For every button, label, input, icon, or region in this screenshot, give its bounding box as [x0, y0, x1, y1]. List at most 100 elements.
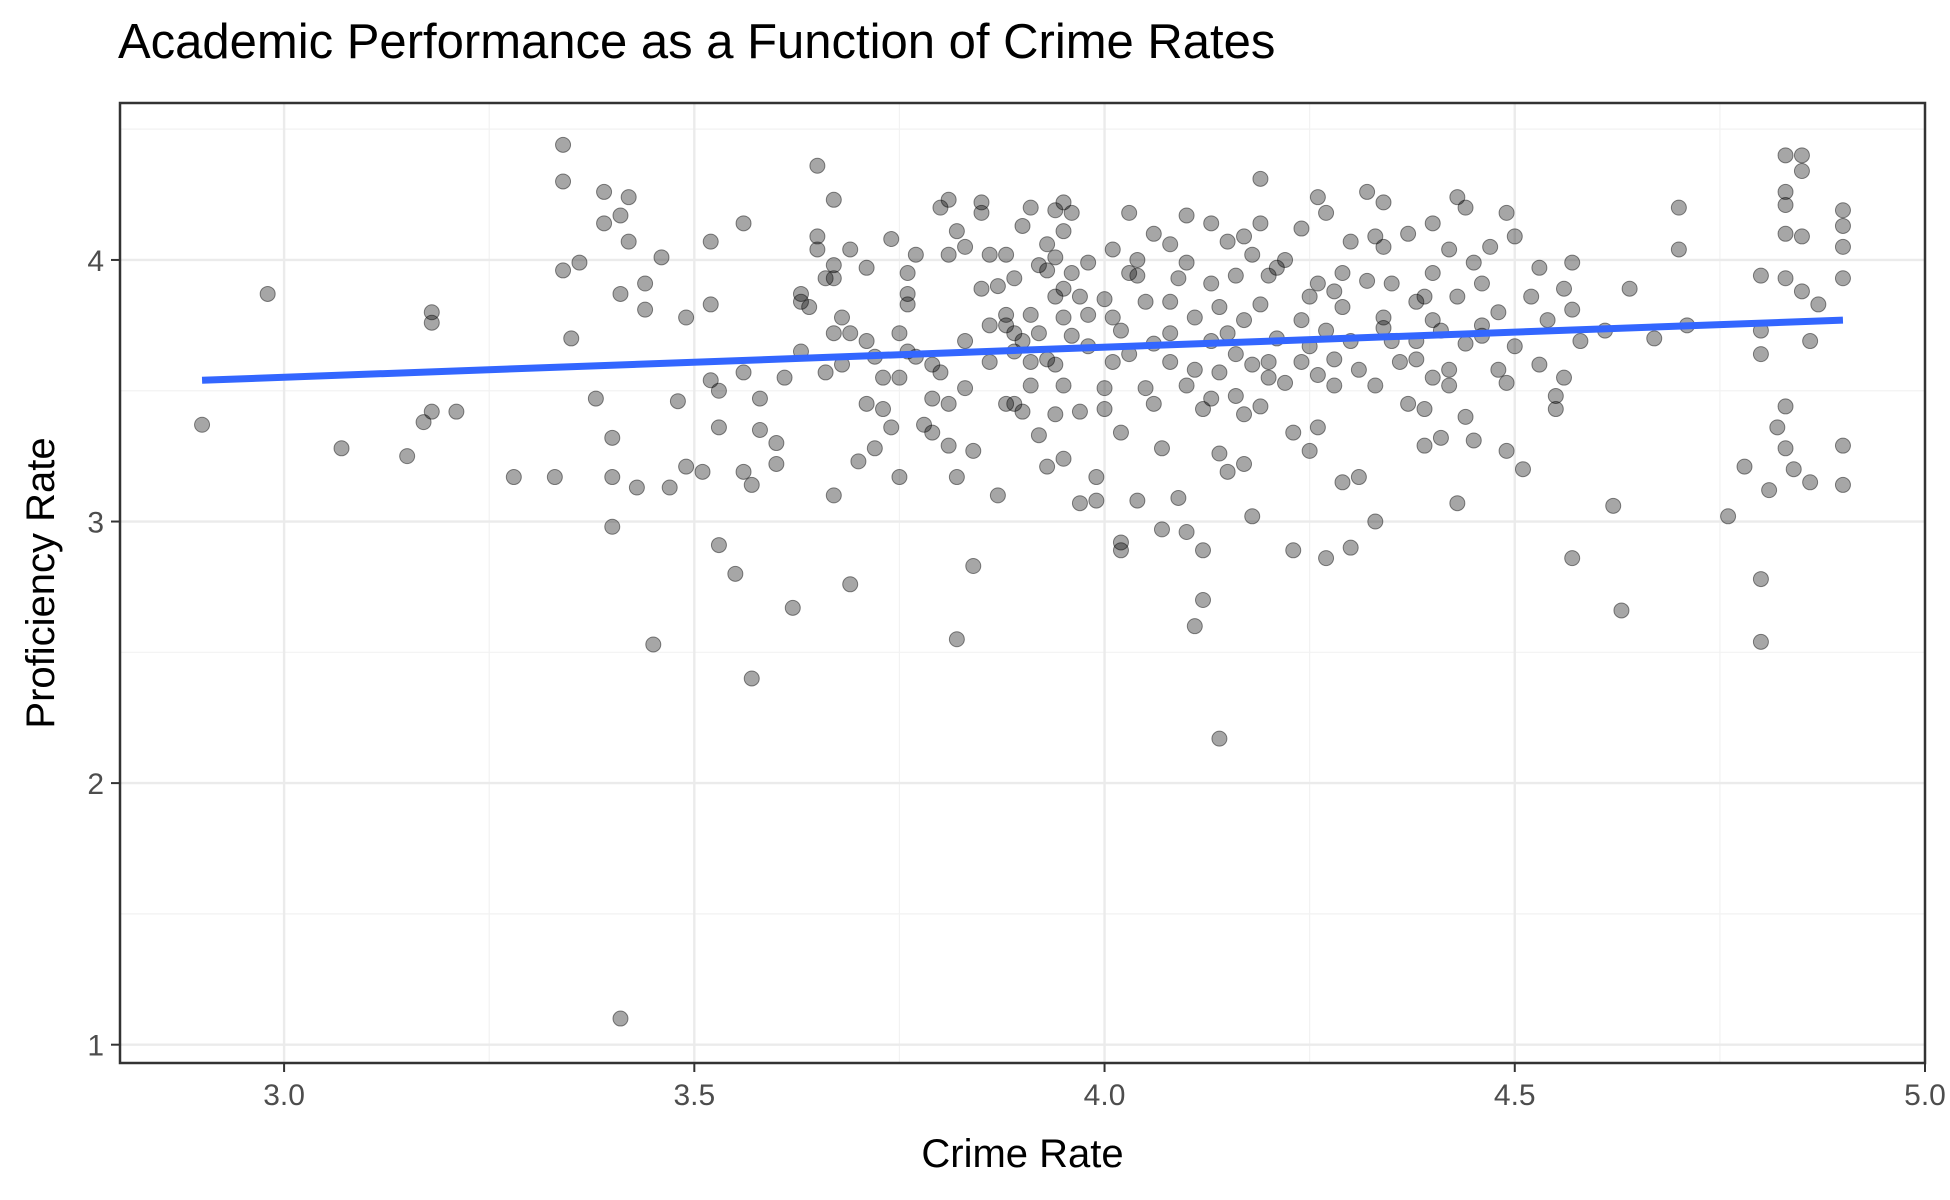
- data-point: [973, 204, 990, 221]
- data-point: [653, 249, 670, 266]
- data-point: [1400, 395, 1417, 412]
- data-point: [809, 228, 826, 245]
- data-point: [710, 382, 727, 399]
- data-point: [678, 309, 695, 326]
- data-point: [1219, 463, 1236, 480]
- data-point: [1047, 288, 1064, 305]
- data-point: [1186, 618, 1203, 635]
- data-point: [702, 296, 719, 313]
- data-point: [1416, 288, 1433, 305]
- data-point: [1252, 170, 1269, 187]
- data-point: [1523, 288, 1540, 305]
- data-point: [1490, 361, 1507, 378]
- data-point: [1211, 445, 1228, 462]
- data-point: [1367, 513, 1384, 530]
- data-point: [1022, 306, 1039, 323]
- data-point: [1088, 469, 1105, 486]
- data-point: [965, 442, 982, 459]
- data-point: [1112, 322, 1129, 339]
- data-point: [1186, 309, 1203, 326]
- data-point: [735, 463, 752, 480]
- data-point: [1104, 309, 1121, 326]
- data-point: [423, 314, 440, 331]
- data-point: [825, 270, 842, 287]
- data-point: [1071, 403, 1088, 420]
- data-point: [1022, 353, 1039, 370]
- data-point: [1112, 424, 1129, 441]
- data-point: [842, 241, 859, 258]
- data-point: [1777, 183, 1794, 200]
- data-point: [415, 414, 432, 431]
- data-point: [1564, 301, 1581, 318]
- data-point: [825, 191, 842, 208]
- data-point: [1777, 440, 1794, 457]
- data-point: [1121, 204, 1138, 221]
- data-point: [1186, 361, 1203, 378]
- data-point: [1170, 270, 1187, 287]
- data-point: [1088, 492, 1105, 509]
- data-point: [899, 285, 916, 302]
- data-point: [1498, 204, 1515, 221]
- data-point: [1047, 406, 1064, 423]
- data-point: [1793, 228, 1810, 245]
- data-point: [973, 194, 990, 211]
- data-point: [998, 306, 1015, 323]
- data-point: [1014, 403, 1031, 420]
- data-point: [1162, 325, 1179, 342]
- data-point: [1424, 312, 1441, 329]
- data-point: [1334, 299, 1351, 316]
- data-point: [1810, 296, 1827, 313]
- data-point: [333, 440, 350, 457]
- data-point: [1293, 312, 1310, 329]
- data-point: [1277, 251, 1294, 268]
- data-point: [1277, 374, 1294, 391]
- data-point: [1342, 233, 1359, 250]
- data-point: [637, 275, 654, 292]
- data-point: [645, 636, 662, 653]
- data-point: [1153, 440, 1170, 457]
- data-point: [1769, 419, 1786, 436]
- data-point: [1170, 489, 1187, 506]
- data-point: [1260, 267, 1277, 284]
- data-point: [948, 469, 965, 486]
- data-point: [1071, 288, 1088, 305]
- data-point: [1441, 377, 1458, 394]
- data-point: [710, 537, 727, 554]
- data-point: [1793, 283, 1810, 300]
- data-point: [1063, 327, 1080, 344]
- data-point: [1285, 542, 1302, 559]
- data-point: [1834, 476, 1851, 493]
- data-point: [702, 372, 719, 389]
- data-point: [1473, 275, 1490, 292]
- data-point: [1449, 189, 1466, 206]
- data-point: [1203, 275, 1220, 292]
- data-point: [1408, 293, 1425, 310]
- data-point: [1761, 482, 1778, 499]
- data-point: [1449, 495, 1466, 512]
- data-point: [259, 285, 276, 302]
- data-point: [1162, 236, 1179, 253]
- data-point: [194, 416, 211, 433]
- data-point: [1416, 401, 1433, 418]
- data-point: [1802, 333, 1819, 350]
- data-point: [1022, 377, 1039, 394]
- data-point: [1408, 351, 1425, 368]
- data-point: [776, 369, 793, 386]
- data-point: [1162, 353, 1179, 370]
- data-point: [866, 440, 883, 457]
- data-point: [1047, 202, 1064, 219]
- data-point: [1236, 455, 1253, 472]
- data-point: [1375, 238, 1392, 255]
- data-point: [1391, 353, 1408, 370]
- data-point: [423, 403, 440, 420]
- y-tick-label: 2: [87, 768, 104, 801]
- data-point: [563, 330, 580, 347]
- data-point: [1236, 406, 1253, 423]
- data-point: [1564, 550, 1581, 567]
- data-point: [1006, 270, 1023, 287]
- x-tick-label: 5.0: [1904, 1079, 1946, 1112]
- data-point: [1318, 204, 1335, 221]
- data-point: [1293, 353, 1310, 370]
- data-point: [1055, 309, 1072, 326]
